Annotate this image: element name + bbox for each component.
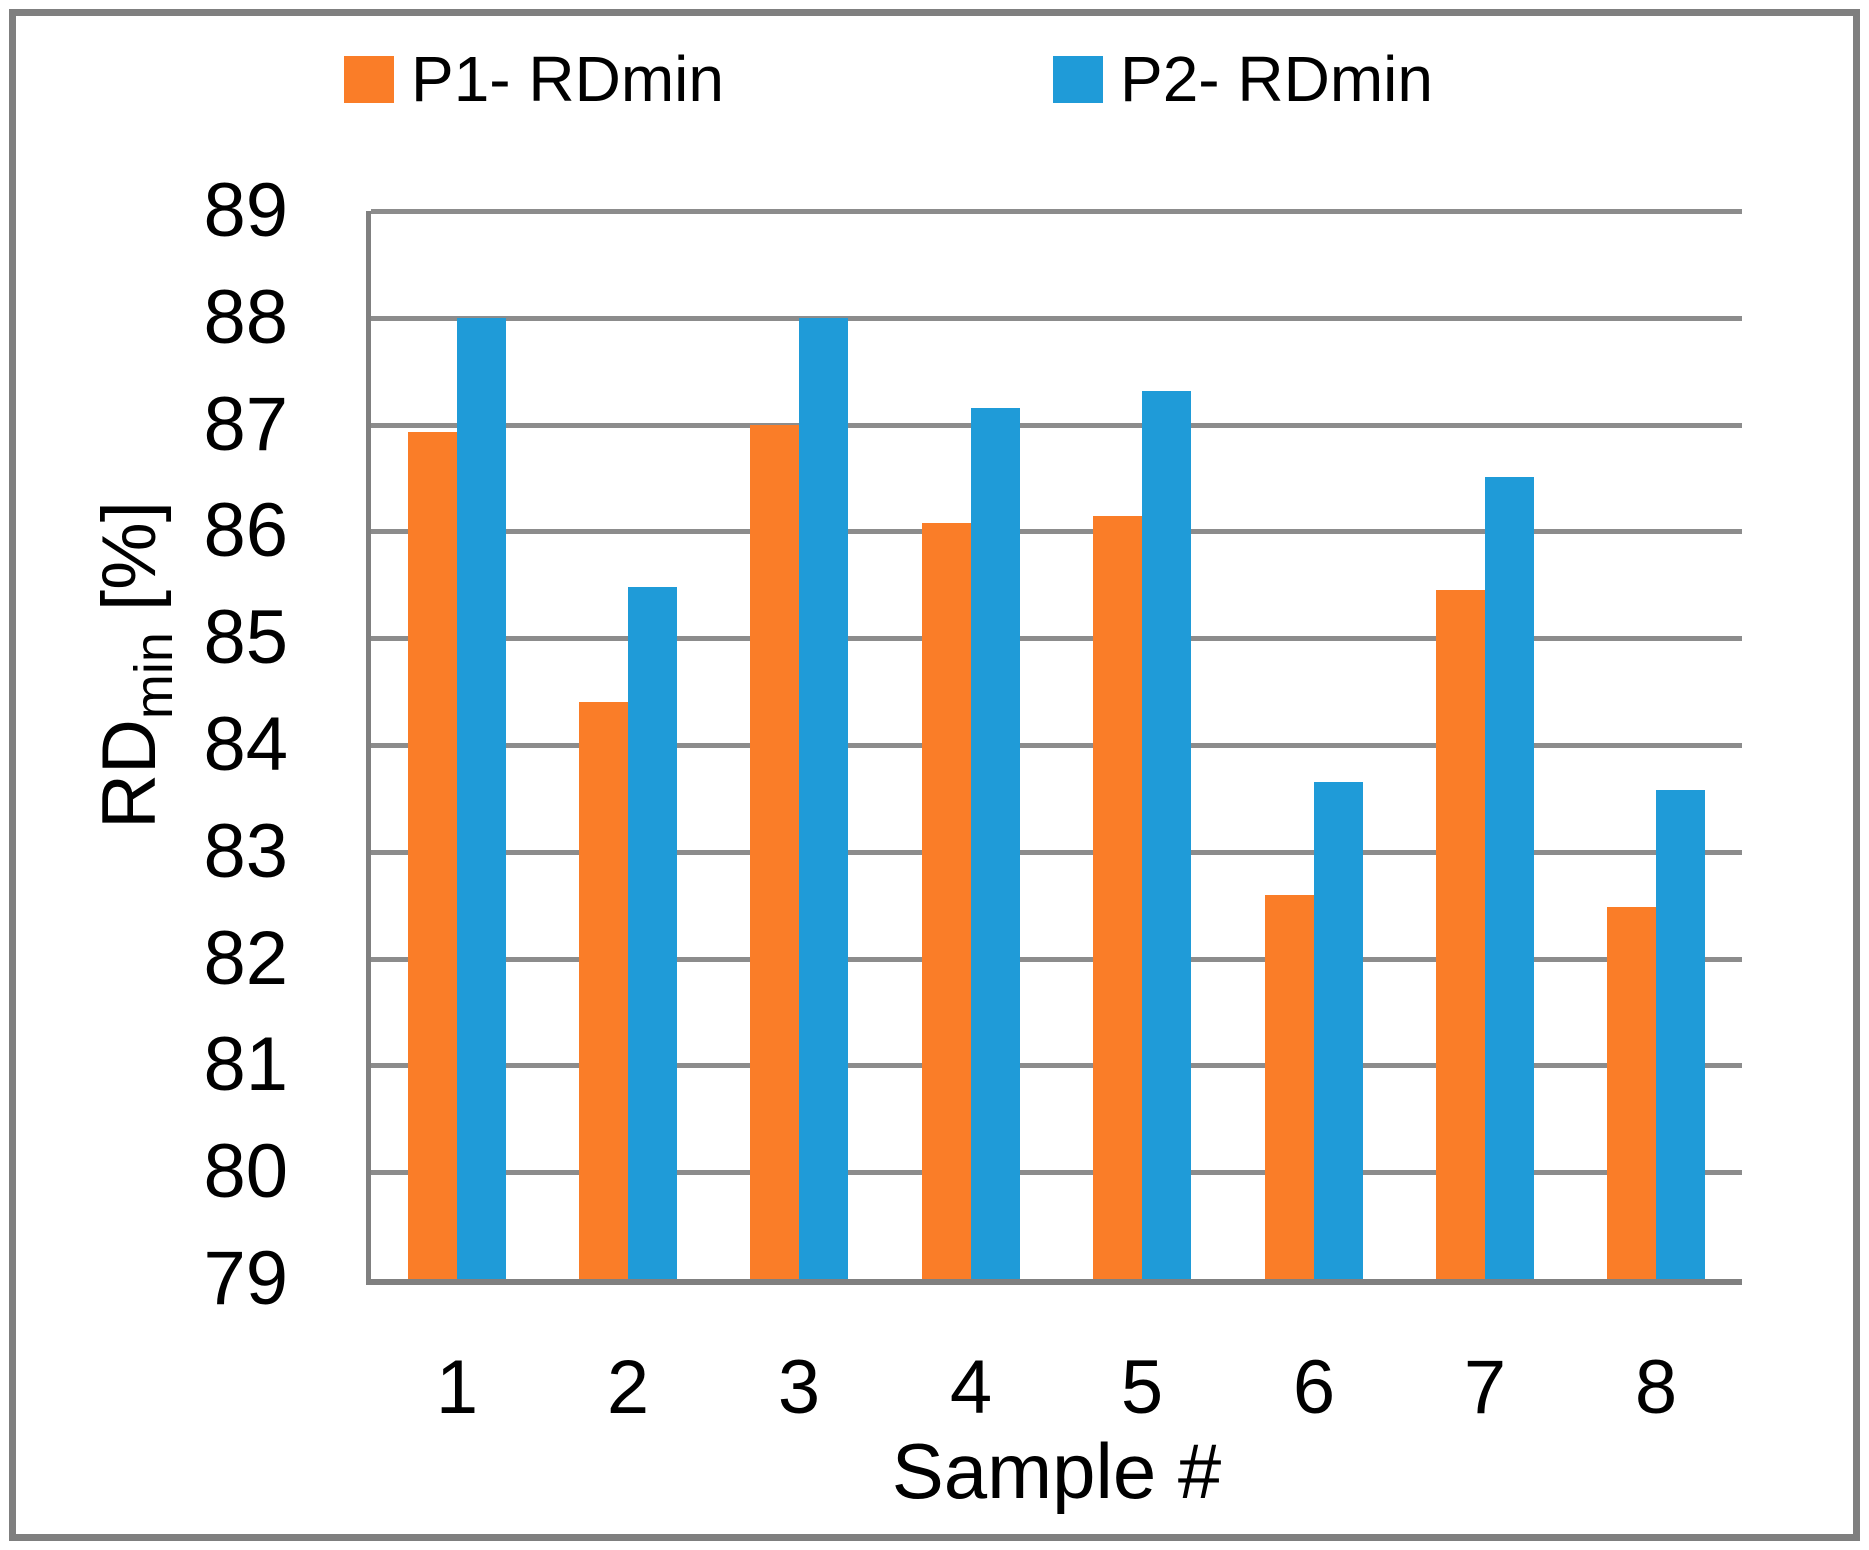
bar-p1-sample-1 [408, 432, 457, 1279]
gridline-y-85 [371, 636, 1742, 641]
bar-p2-sample-7 [1485, 477, 1534, 1279]
y-tick-label-83: 83 [203, 809, 288, 894]
bar-p2-sample-6 [1314, 782, 1363, 1279]
y-tick-label-85: 85 [203, 595, 288, 680]
y-tick-label-88: 88 [203, 275, 288, 360]
bar-p2-sample-1 [457, 318, 506, 1279]
bar-p2-sample-8 [1656, 790, 1705, 1279]
plot-area [366, 209, 1742, 1285]
legend-swatch-p1-icon [344, 55, 394, 103]
gridline-y-81 [371, 1063, 1742, 1068]
x-tick-label-4: 4 [949, 1345, 993, 1430]
bar-p1-sample-5 [1093, 516, 1142, 1279]
chart-border [9, 9, 1860, 1541]
y-tick-label-87: 87 [203, 382, 288, 467]
bar-p2-sample-3 [799, 318, 848, 1279]
y-tick-label-82: 82 [203, 916, 288, 1001]
gridline-y-80 [371, 1170, 1742, 1175]
y-tick-label-81: 81 [203, 1022, 288, 1107]
legend-item-p1: P1- RDmin [344, 44, 724, 114]
gridline-y-82 [371, 957, 1742, 962]
y-tick-label-80: 80 [203, 1129, 288, 1214]
x-tick-label-2: 2 [606, 1345, 650, 1430]
gridline-y-87 [371, 423, 1742, 428]
bar-p2-sample-2 [628, 587, 677, 1279]
legend-label-p2: P2- RDmin [1120, 43, 1433, 115]
y-tick-label-89: 89 [203, 168, 288, 253]
gridline-y-84 [371, 743, 1742, 748]
x-tick-label-1: 1 [435, 1345, 479, 1430]
bar-p1-sample-2 [579, 702, 628, 1279]
y-tick-label-86: 86 [203, 488, 288, 573]
y-tick-label-84: 84 [203, 702, 288, 787]
x-tick-label-7: 7 [1463, 1345, 1507, 1430]
y-tick-label-79: 79 [203, 1236, 288, 1321]
gridline-y-88 [371, 316, 1742, 321]
gridline-y-89 [371, 209, 1742, 214]
bar-p1-sample-3 [750, 425, 799, 1279]
x-tick-label-6: 6 [1292, 1345, 1336, 1430]
gridline-y-86 [371, 529, 1742, 534]
bar-p1-sample-7 [1436, 590, 1485, 1279]
bar-p2-sample-5 [1142, 391, 1191, 1279]
x-tick-label-3: 3 [777, 1345, 821, 1430]
x-tick-label-8: 8 [1634, 1345, 1678, 1430]
x-tick-label-5: 5 [1120, 1345, 1164, 1430]
bar-p1-sample-8 [1607, 907, 1656, 1279]
bar-p1-sample-6 [1265, 895, 1314, 1279]
legend-swatch-p2-icon [1053, 55, 1103, 103]
bar-p2-sample-4 [971, 408, 1020, 1279]
x-axis-title: Sample # [891, 1427, 1222, 1515]
legend-label-p1: P1- RDmin [411, 43, 724, 115]
legend-item-p2: P2- RDmin [1053, 44, 1433, 114]
bar-p1-sample-4 [922, 523, 971, 1279]
gridline-y-83 [371, 850, 1742, 855]
